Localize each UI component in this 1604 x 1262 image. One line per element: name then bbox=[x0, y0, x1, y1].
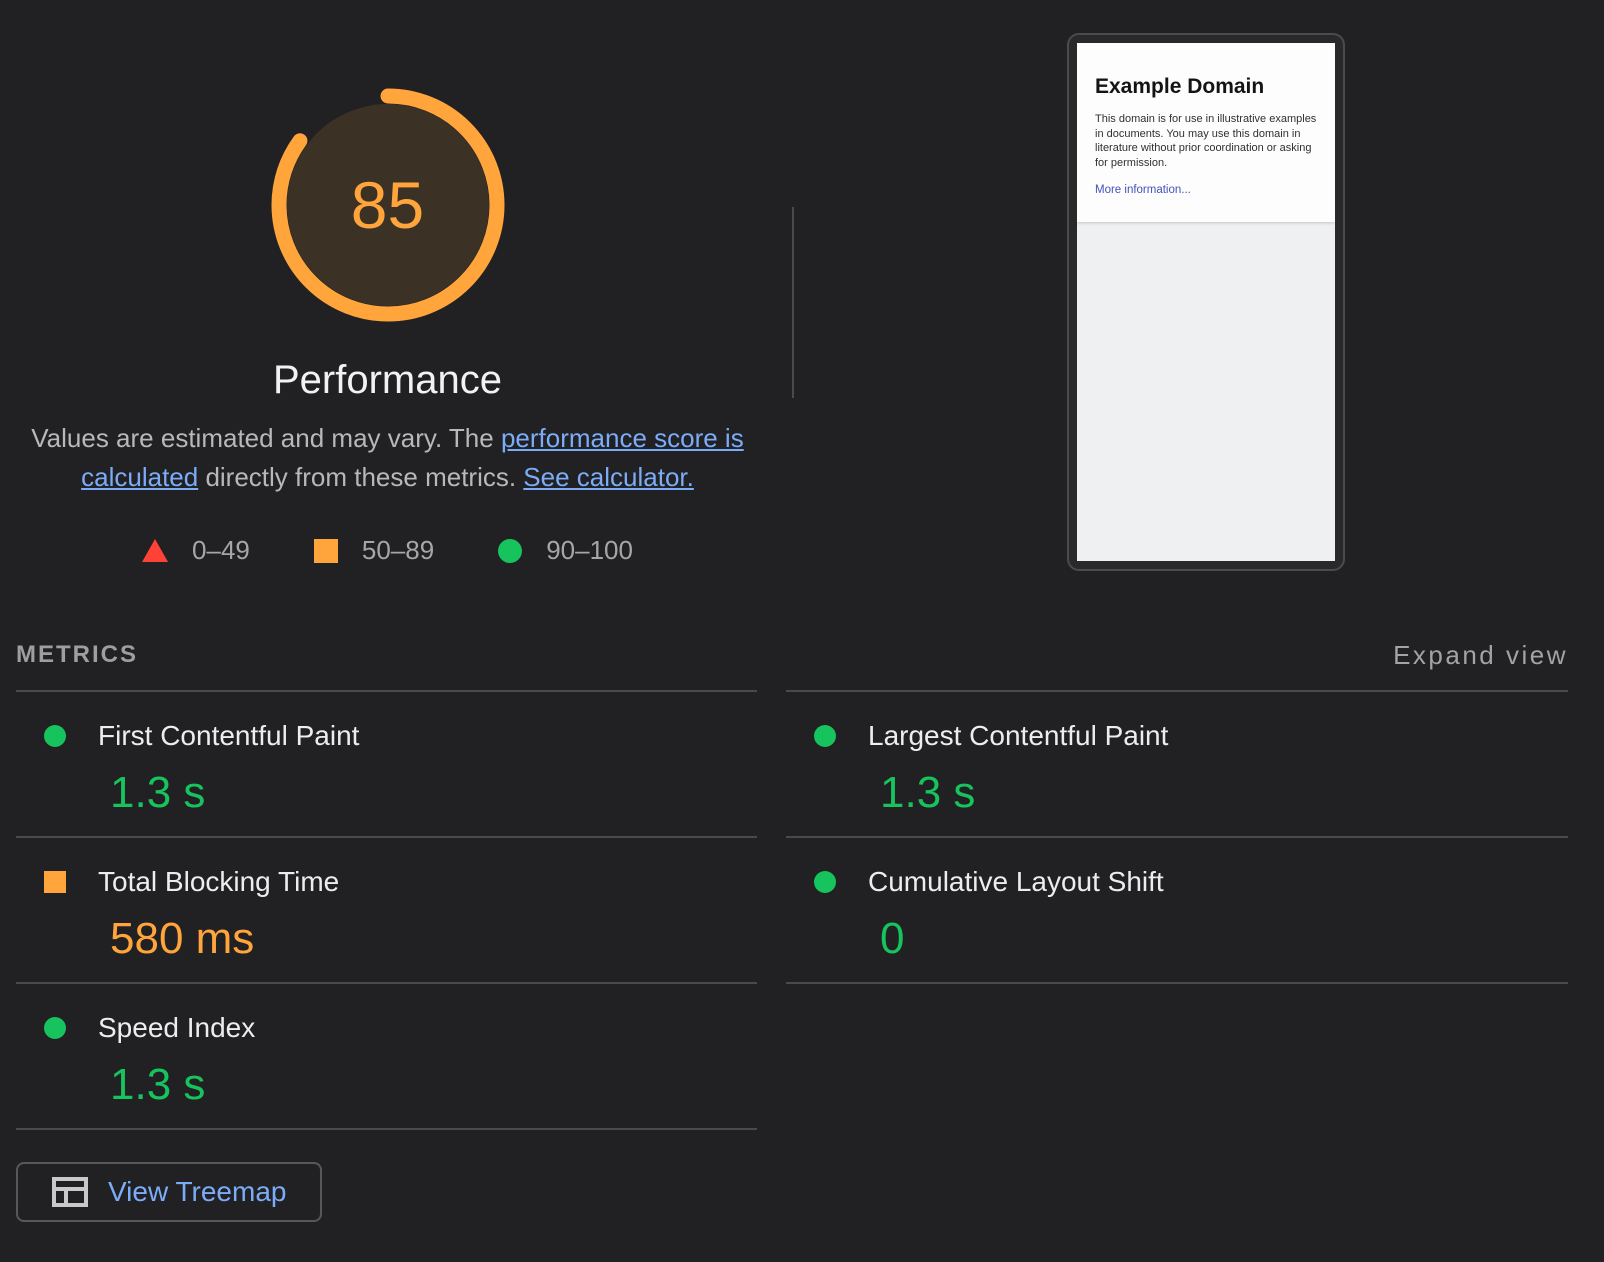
vertical-divider bbox=[792, 207, 794, 398]
metric-item: Speed Index 1.3 s bbox=[16, 984, 757, 1130]
red-triangle-icon bbox=[142, 539, 169, 562]
metric-header: Total Blocking Time bbox=[16, 866, 757, 898]
treemap-icon bbox=[52, 1177, 88, 1207]
metric-item: Total Blocking Time 580 ms bbox=[16, 838, 757, 984]
metric-label: Largest Contentful Paint bbox=[868, 720, 1169, 751]
legend-item-average: 50–89 bbox=[313, 535, 435, 566]
screenshot-more-information-link: More information... bbox=[1095, 184, 1191, 196]
metric-item: Cumulative Layout Shift 0 bbox=[786, 838, 1568, 984]
green-circle-icon bbox=[44, 1017, 66, 1039]
green-circle-icon bbox=[498, 538, 523, 563]
green-circle-icon bbox=[814, 871, 836, 893]
orange-square-icon bbox=[313, 538, 338, 563]
legend-item-good: 90–100 bbox=[498, 535, 633, 566]
metric-header: Cumulative Layout Shift bbox=[786, 866, 1568, 898]
legend-item-fail: 0–49 bbox=[142, 535, 250, 566]
view-treemap-button[interactable]: View Treemap bbox=[16, 1162, 323, 1222]
green-circle-icon bbox=[44, 725, 66, 747]
metric-label: First Contentful Paint bbox=[98, 720, 360, 751]
screenshot-page-title: Example Domain bbox=[1095, 75, 1265, 98]
metrics-section: METRICS Expand view First Contentful Pai… bbox=[0, 620, 1604, 1222]
page-screenshot-thumbnail: Example Domain This domain is for use in… bbox=[1067, 33, 1345, 571]
metric-value: 0 bbox=[880, 914, 905, 963]
orange-square-icon bbox=[44, 871, 66, 893]
disclaimer-text: directly from these metrics. bbox=[198, 462, 524, 492]
performance-score-block: 85 Performance Values are estimated and … bbox=[0, 0, 775, 566]
legend-range-label: 50–89 bbox=[361, 535, 435, 565]
expand-view-toggle[interactable]: Expand view bbox=[1393, 639, 1568, 670]
metric-item: Largest Contentful Paint 1.3 s bbox=[786, 692, 1568, 838]
metrics-section-title: METRICS bbox=[16, 641, 138, 668]
gauge-inner-fill bbox=[286, 104, 489, 306]
view-treemap-label: View Treemap bbox=[108, 1176, 287, 1207]
metric-header: Speed Index bbox=[16, 1012, 757, 1044]
score-legend: 0–49 50–89 90–100 bbox=[142, 535, 633, 566]
metrics-grid: First Contentful Paint 1.3 s Total Block… bbox=[16, 690, 1568, 1130]
performance-score-value: 85 bbox=[350, 168, 425, 242]
see-calculator-link[interactable]: See calculator. bbox=[523, 462, 694, 492]
screenshot-content: Example Domain This domain is for use in… bbox=[1077, 43, 1335, 561]
metrics-column-right: Largest Contentful Paint 1.3 s Cumulativ… bbox=[786, 690, 1568, 1130]
green-circle-icon bbox=[814, 725, 836, 747]
performance-score-gauge[interactable]: 85 bbox=[271, 88, 505, 322]
metric-label: Cumulative Layout Shift bbox=[868, 866, 1164, 897]
performance-summary-section: 85 Performance Values are estimated and … bbox=[0, 0, 1604, 620]
metric-item: First Contentful Paint 1.3 s bbox=[16, 692, 757, 838]
performance-title: Performance bbox=[273, 358, 502, 402]
metric-label: Speed Index bbox=[98, 1012, 256, 1043]
screenshot-page-card: Example Domain This domain is for use in… bbox=[1077, 43, 1335, 222]
score-disclaimer: Values are estimated and may vary. The p… bbox=[30, 419, 746, 497]
metric-value: 580 ms bbox=[110, 914, 255, 963]
metric-header: Largest Contentful Paint bbox=[786, 720, 1568, 752]
metrics-column-left: First Contentful Paint 1.3 s Total Block… bbox=[16, 690, 757, 1130]
metric-header: First Contentful Paint bbox=[16, 720, 757, 752]
disclaimer-text: Values are estimated and may vary. The bbox=[31, 423, 501, 453]
legend-range-label: 0–49 bbox=[192, 535, 250, 565]
gauge-arc bbox=[271, 88, 504, 322]
metric-label: Total Blocking Time bbox=[98, 866, 340, 897]
metric-value: 1.3 s bbox=[110, 768, 206, 817]
metric-value: 1.3 s bbox=[880, 768, 976, 817]
metrics-header: METRICS Expand view bbox=[16, 620, 1568, 690]
legend-range-label: 90–100 bbox=[546, 535, 633, 565]
screenshot-page-text: This domain is for use in illustrative e… bbox=[1095, 113, 1317, 169]
performance-score-calculated-link[interactable]: performance score is calculated bbox=[81, 423, 744, 492]
score-gauge-arc-svg bbox=[271, 88, 504, 322]
metric-value: 1.3 s bbox=[110, 1060, 206, 1109]
